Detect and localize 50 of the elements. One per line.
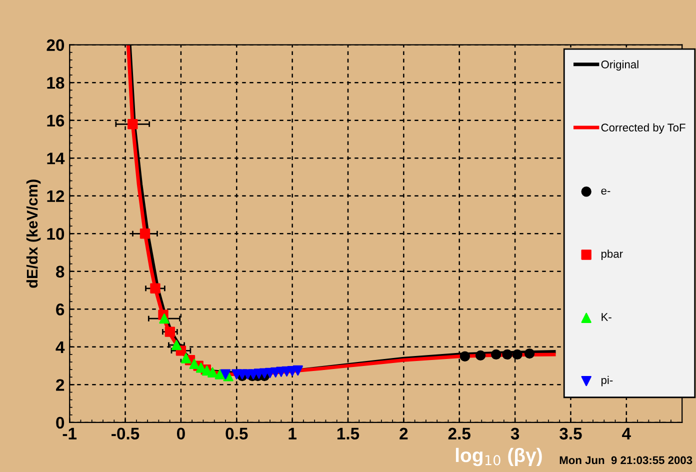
point — [292, 365, 303, 376]
point — [512, 349, 522, 360]
y-tick-label: 0 — [56, 416, 64, 429]
y-tick-label: 14 — [47, 152, 65, 164]
x-tick-label: 3 — [510, 428, 520, 440]
point — [196, 362, 206, 373]
point — [208, 367, 218, 378]
point — [491, 349, 502, 360]
point — [189, 358, 200, 369]
y-tick-label: 16 — [47, 114, 64, 127]
y-tick-label: 20 — [46, 39, 64, 52]
point — [164, 326, 176, 337]
x-tick-label: -1 — [62, 428, 77, 440]
x-tick-label: 3.5 — [560, 428, 582, 440]
point — [150, 283, 160, 294]
point — [159, 314, 170, 324]
y-axis-title: dE/dx (keV/cm) — [26, 180, 41, 288]
x-tick-label: 2 — [400, 428, 408, 440]
legend-label: pbar — [601, 250, 623, 260]
y-tick-label: 6 — [56, 304, 64, 316]
x-tick-label: 1.5 — [337, 428, 360, 440]
x-tick-label: 0.5 — [226, 428, 248, 440]
x-tick-label: 4 — [622, 428, 631, 440]
y-tick-label: 10 — [47, 228, 64, 240]
legend-label: Original — [601, 60, 638, 71]
legend-label: Corrected by ToF — [601, 123, 686, 134]
point — [140, 228, 150, 239]
point — [171, 340, 182, 350]
text: Mon Jun 9 21:03:55 2003 — [560, 456, 692, 464]
x-tick-label: 2.5 — [448, 428, 470, 440]
point — [180, 353, 192, 364]
x-axis-title: log$_{10}$ (βγ) — [456, 448, 542, 466]
y-tick-label: 2 — [56, 379, 64, 391]
legend-label: pi- — [601, 376, 613, 386]
y-tick-label: 18 — [47, 77, 64, 89]
x-tick-label: 0 — [176, 428, 185, 440]
x-tick-label: -0.5 — [112, 428, 140, 440]
point — [460, 351, 470, 362]
x-tick-label: 1 — [288, 428, 296, 440]
point — [128, 119, 138, 130]
legend-label: K- — [602, 313, 612, 321]
point — [220, 369, 231, 380]
y-tick-label: 12 — [47, 190, 64, 202]
legend-label: e- — [601, 188, 610, 195]
point — [475, 350, 486, 361]
y-tick-label: 8 — [56, 266, 64, 278]
point — [502, 349, 512, 360]
y-tick-label: 4 — [56, 341, 65, 353]
point — [524, 348, 535, 359]
point — [214, 369, 226, 380]
